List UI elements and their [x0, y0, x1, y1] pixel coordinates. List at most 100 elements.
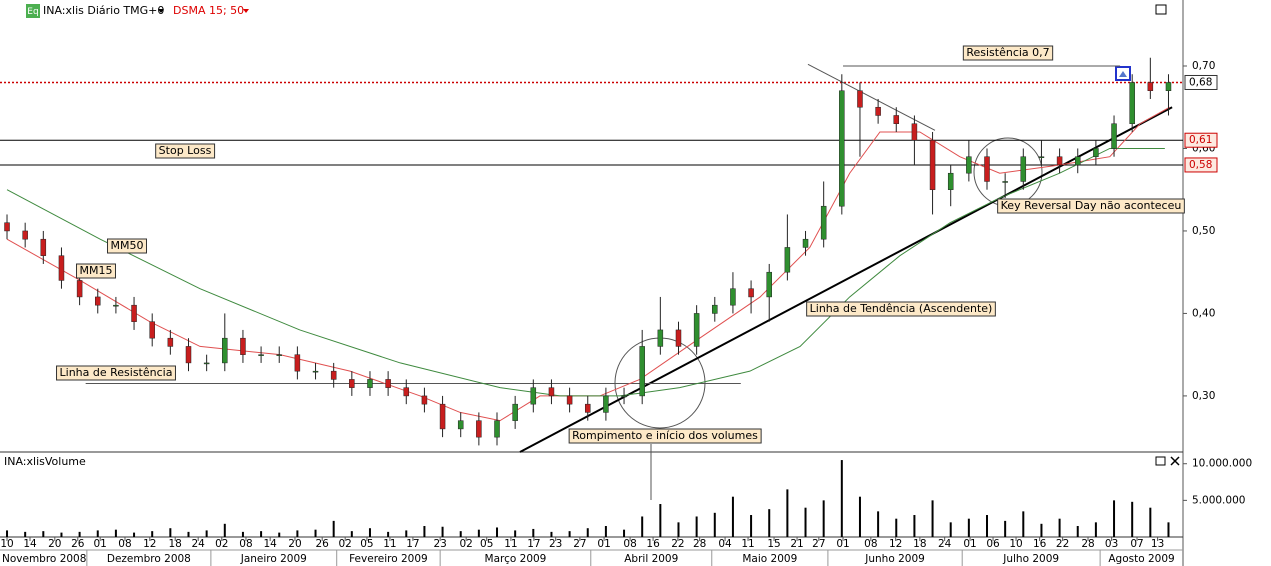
candle-body [95, 296, 101, 306]
x-tick-label: 28 [1081, 538, 1094, 550]
month-label: Novembro 2008 [2, 553, 86, 565]
candle-body [1074, 156, 1081, 166]
annotation-box [56, 365, 176, 381]
candle-body [76, 280, 83, 298]
candle-body [330, 370, 337, 380]
volume-bar [387, 531, 390, 537]
volume-bar [586, 528, 589, 537]
volume-bar [550, 531, 553, 537]
volume-bar [840, 460, 843, 537]
volume-bar [659, 504, 662, 537]
level-tag [1184, 132, 1218, 148]
candle-body [403, 387, 410, 397]
volume-bar [1149, 507, 1152, 537]
candle-body [167, 337, 174, 347]
volume-bar [1113, 500, 1116, 537]
close-button[interactable] [1170, 456, 1180, 466]
candle-body [929, 139, 936, 190]
candle-body [240, 337, 246, 355]
volume-bar [205, 530, 208, 537]
volume-bar [514, 530, 517, 537]
x-tick-label: 04 [718, 538, 732, 550]
candle-body [530, 387, 537, 405]
candle-body [966, 156, 972, 174]
candle-body [1129, 82, 1135, 124]
volume-bar [6, 530, 9, 537]
candle-body [820, 205, 827, 240]
volume-bar [1131, 501, 1134, 537]
indicator[interactable]: DSMA 15; 50 [173, 4, 244, 17]
candle-body [875, 106, 881, 116]
x-tick-label: 12 [143, 538, 156, 550]
maximize-button[interactable] [1155, 456, 1166, 466]
candle-body [476, 420, 482, 438]
candle-body [621, 395, 627, 398]
annotation-label: Rompimento e início dos volumes [572, 429, 758, 442]
volume-bar [133, 532, 136, 537]
candle-body [203, 362, 210, 365]
x-tick-label: 14 [263, 538, 277, 550]
volume-bar [78, 531, 81, 537]
candle-body [457, 420, 464, 430]
x-tick-label: 08 [239, 538, 252, 550]
annotation-box [962, 45, 1054, 61]
x-tick-label: 02 [215, 538, 228, 550]
volume-bar [949, 522, 952, 537]
volume-bar [750, 515, 753, 537]
annotation-box [155, 143, 216, 159]
volume-bar [677, 522, 680, 537]
annotation-label: MM50 [111, 239, 144, 252]
candle-body [784, 247, 791, 273]
annotation-label: Stop Loss [159, 144, 212, 157]
chart-title[interactable]: INA:xlis Diário TMG+0 [43, 4, 164, 17]
y2-tick-label: 10.000.000 [1192, 458, 1252, 470]
candle-body [893, 115, 900, 124]
volume-bar [296, 530, 299, 537]
level-tag [1184, 157, 1218, 173]
x-tick-label: 23 [549, 538, 562, 550]
x-tick-label: 26 [315, 538, 329, 550]
candle-body [748, 288, 754, 298]
candle-body [22, 230, 28, 240]
x-tick-label: 10 [0, 538, 13, 550]
candle-body [58, 255, 65, 281]
annotation-label: Linha de Tendência (Ascendente) [810, 302, 993, 315]
x-tick-label: 26 [71, 538, 85, 550]
moving-average [6, 106, 1170, 422]
candle-body [566, 395, 573, 405]
annotation-label: Resistência 0,7 [966, 46, 1049, 59]
volume-bar [931, 500, 934, 537]
candle-body [1056, 156, 1063, 166]
x-tick-label: 13 [1151, 538, 1164, 550]
x-tick-label: 05 [480, 538, 493, 550]
x-tick-label: 11 [383, 538, 396, 550]
volume-bar [1022, 511, 1025, 537]
x-tick-label: 20 [48, 538, 61, 550]
candle-body [675, 329, 682, 347]
volume-bar [731, 496, 734, 537]
volume-bar [786, 489, 789, 537]
x-tick-label: 06 [986, 538, 1000, 550]
volume-bar [241, 531, 244, 537]
x-tick-label: 05 [360, 538, 373, 550]
x-tick-label: 21 [790, 538, 803, 550]
dropdown-caret[interactable] [243, 9, 249, 13]
x-tick-label: 11 [504, 538, 517, 550]
candle-body [1147, 82, 1154, 91]
x-tick-label: 08 [623, 538, 636, 550]
volume-bar [967, 518, 970, 537]
badge-icon [26, 4, 40, 18]
dropdown-caret[interactable] [158, 9, 164, 13]
candle-body [839, 90, 845, 207]
maximize-button[interactable] [1155, 4, 1167, 15]
volume-bar [768, 509, 771, 537]
volume-bar [913, 515, 916, 537]
x-tick-label: 02 [338, 538, 351, 550]
candle-body [712, 304, 718, 314]
month-label: Janeiro 2009 [240, 553, 307, 565]
volume-bar [695, 516, 698, 537]
volume-title: INA:xlisVolume [4, 455, 86, 468]
x-tick-label: 12 [889, 538, 902, 550]
volume-bar [477, 529, 480, 537]
